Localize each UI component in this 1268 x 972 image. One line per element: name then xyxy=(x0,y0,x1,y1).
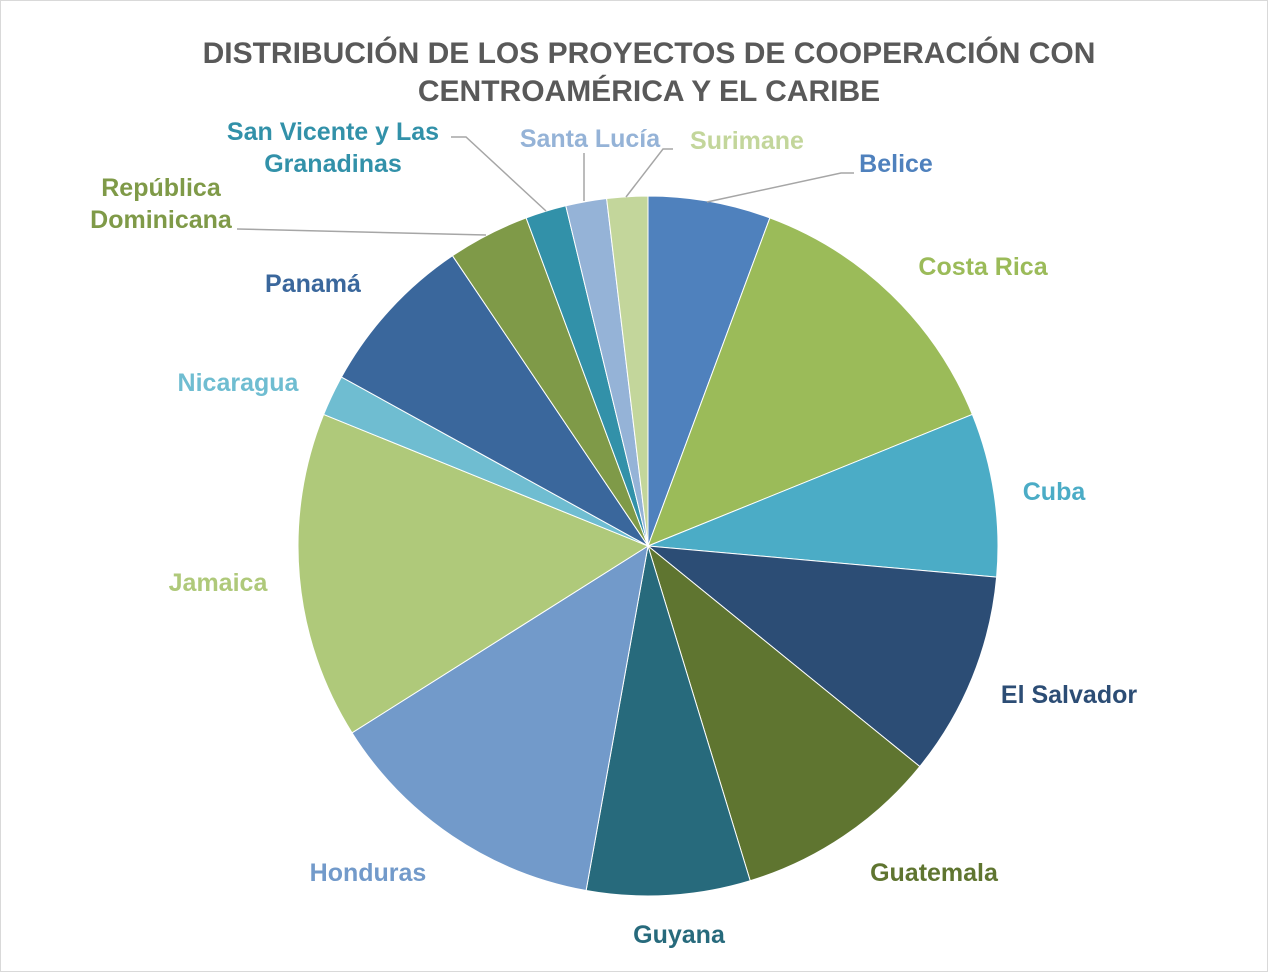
slice-label: Honduras xyxy=(309,859,427,887)
pie-slice xyxy=(606,195,649,547)
pie-slice xyxy=(340,255,649,547)
slice-label: República Dominicana xyxy=(90,174,232,234)
pie-slice xyxy=(647,413,999,578)
slice-label: Cuba xyxy=(1022,478,1086,506)
slice-label: Surimane xyxy=(690,127,804,155)
slice-label: San Vicente y Las Granadinas xyxy=(226,118,440,178)
leader-line xyxy=(236,228,487,236)
slice-label: Panamá xyxy=(265,270,361,298)
slice-label: Nicaragua xyxy=(177,369,299,397)
slice-label: Santa Lucía xyxy=(519,125,661,153)
leader-line xyxy=(625,148,673,198)
chart-title: DISTRIBUCIÓN DE LOS PROYECTOS DE COOPERA… xyxy=(202,37,1096,108)
pie-slice xyxy=(351,544,649,892)
slice-label: Belice xyxy=(859,150,933,178)
slice-label: El Salvador xyxy=(1000,681,1138,709)
leader-line xyxy=(451,136,547,212)
slice-label: Costa Rica xyxy=(918,253,1048,281)
slice-label: Guatemala xyxy=(870,859,998,887)
slice-label: Jamaica xyxy=(168,569,268,597)
leader-line xyxy=(706,172,854,203)
pie-slice xyxy=(297,413,650,734)
pie-slice xyxy=(647,217,973,547)
pie-slice xyxy=(646,545,998,768)
slice-label: Guyana xyxy=(633,921,725,949)
pie-slice xyxy=(647,544,921,882)
pie-slice xyxy=(585,545,751,897)
